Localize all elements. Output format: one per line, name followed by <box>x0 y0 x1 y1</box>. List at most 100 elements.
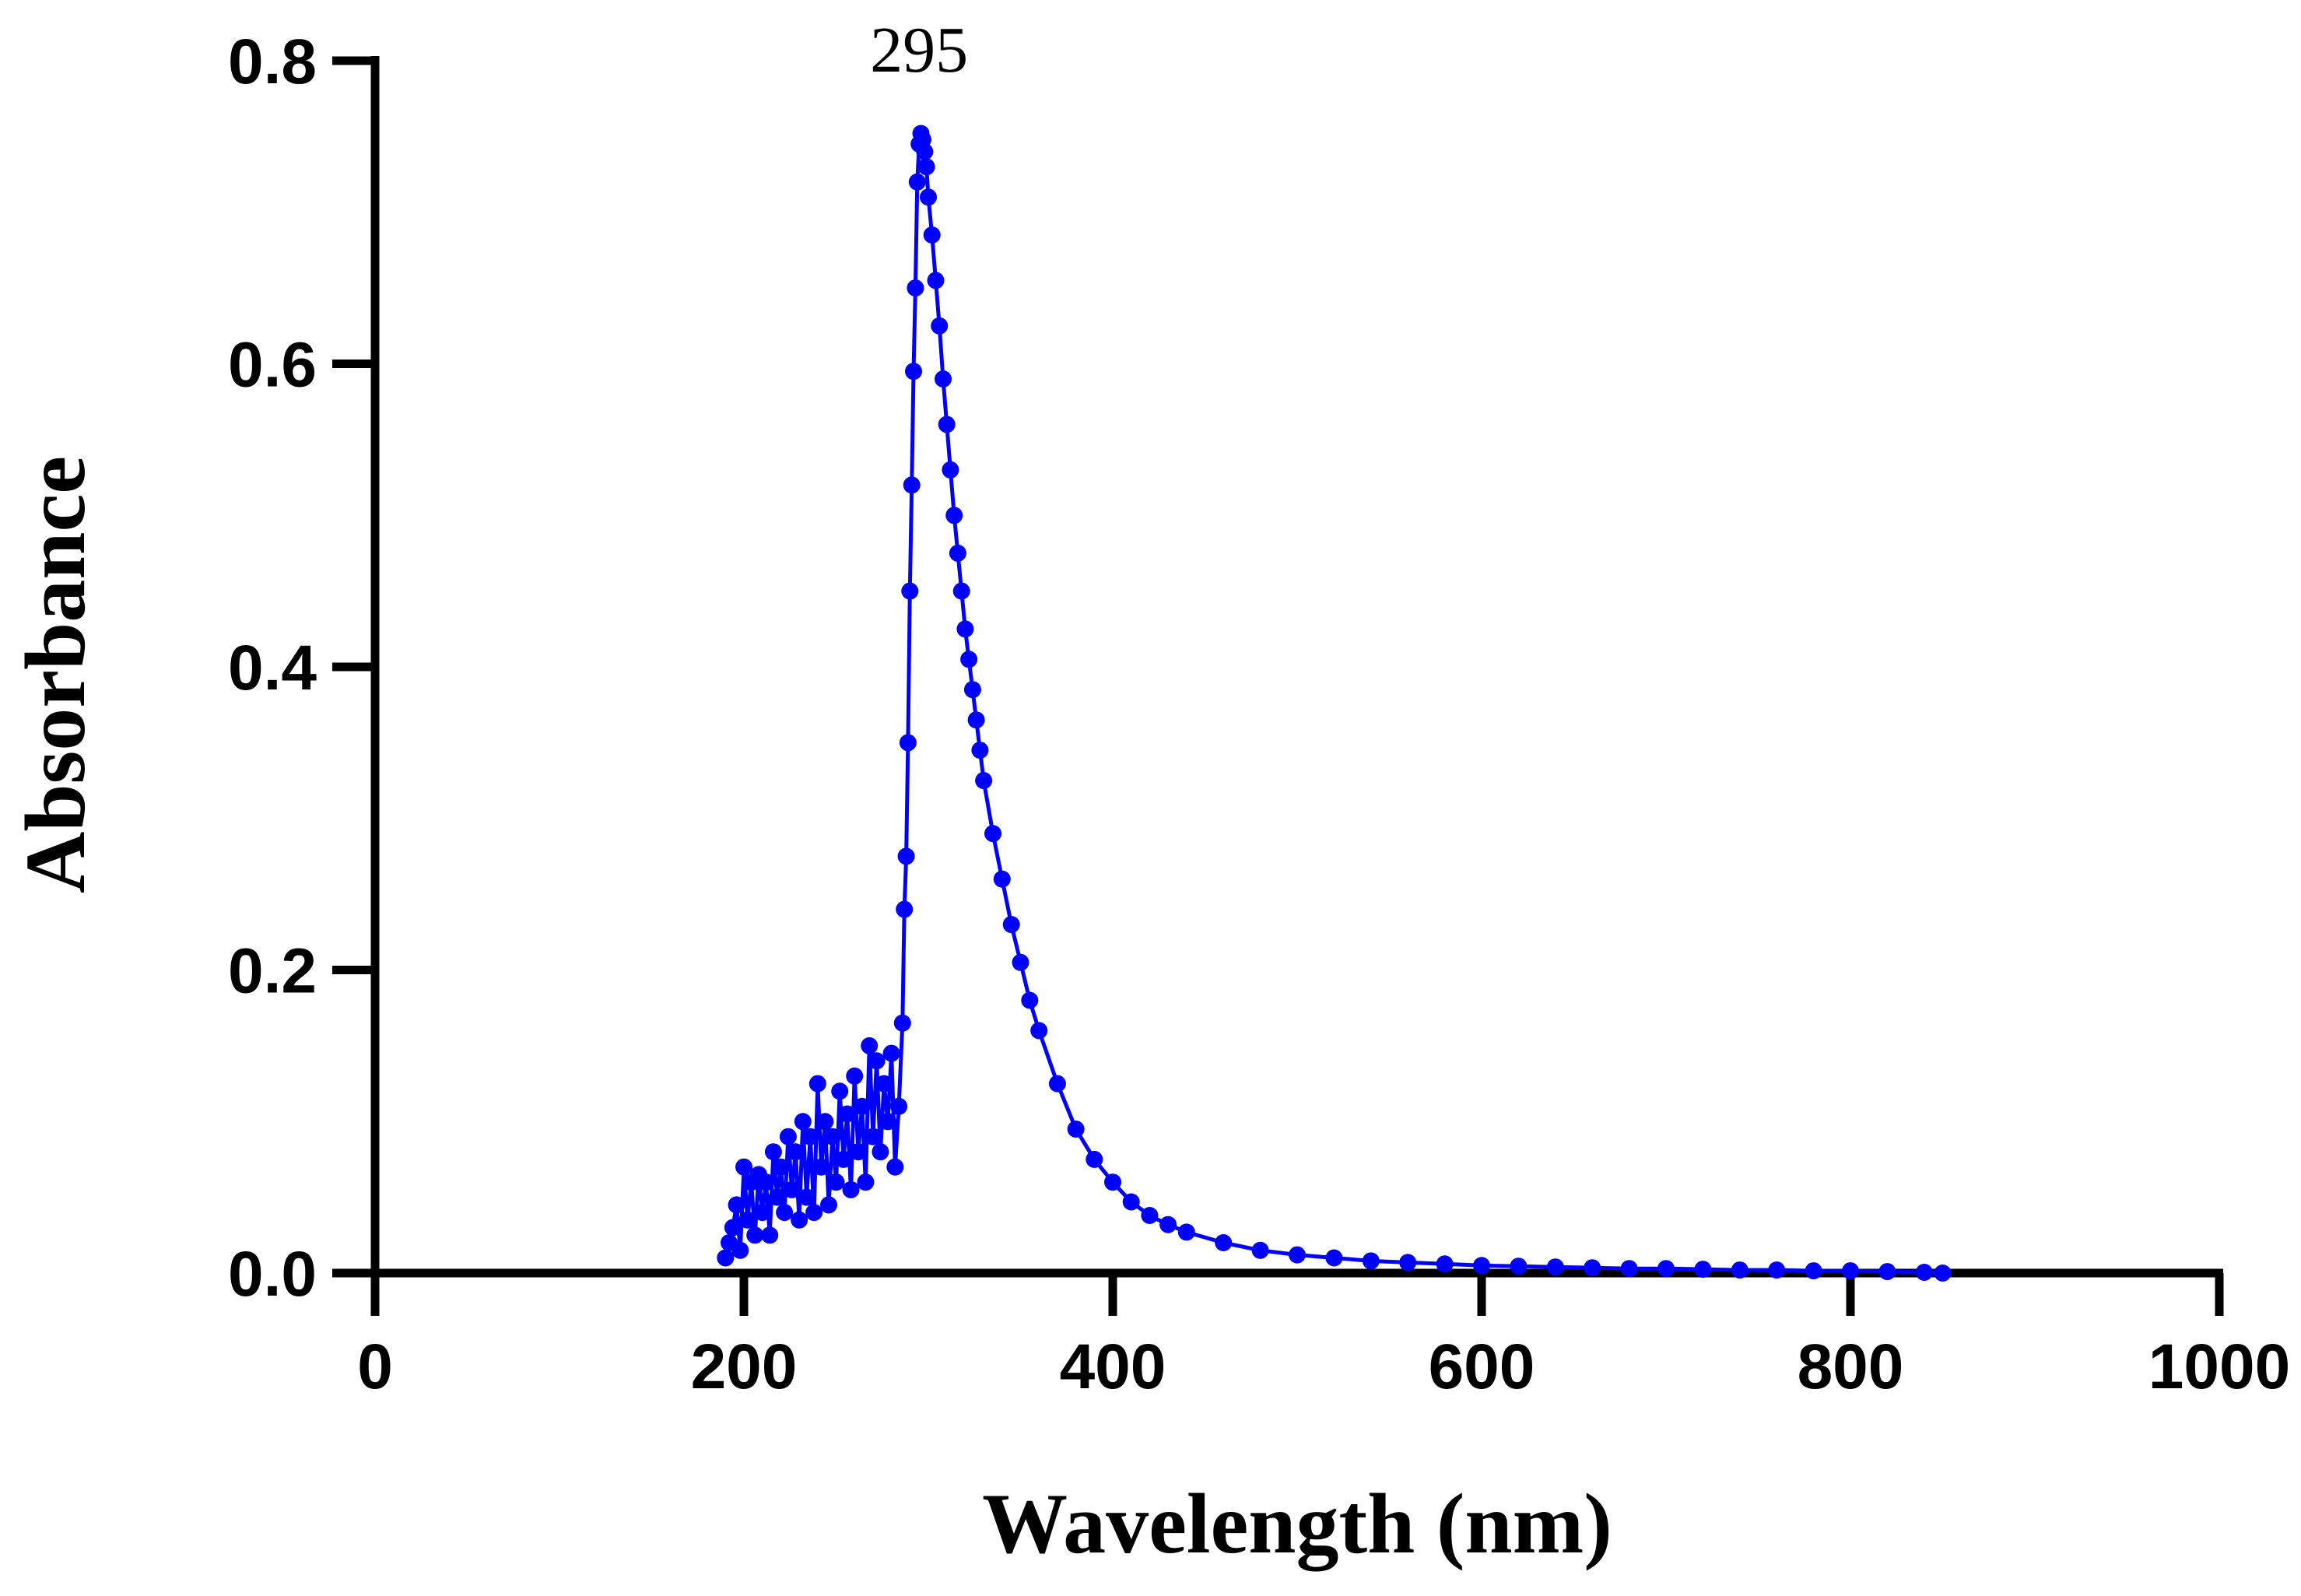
data-point <box>835 1150 852 1168</box>
data-point <box>945 507 963 524</box>
data-point <box>864 1128 882 1145</box>
data-point <box>1694 1261 1712 1279</box>
data-point <box>1657 1260 1675 1278</box>
data-point <box>1620 1260 1638 1278</box>
data-point <box>857 1173 875 1191</box>
data-point <box>1915 1264 1933 1281</box>
data-point <box>776 1204 794 1222</box>
data-point <box>984 825 1001 843</box>
x-tick-label: 800 <box>1798 1331 1904 1402</box>
data-point <box>1215 1234 1233 1251</box>
data-point <box>917 158 935 176</box>
x-tick-label: 200 <box>691 1331 798 1402</box>
data-point <box>975 772 993 790</box>
data-point <box>1842 1262 1859 1280</box>
data-point <box>1048 1075 1066 1093</box>
data-point <box>1362 1252 1380 1270</box>
y-tick-label: 0.0 <box>228 1239 317 1310</box>
data-point <box>1546 1258 1564 1276</box>
data-point <box>746 1226 764 1244</box>
data-point <box>1159 1215 1177 1233</box>
data-point <box>927 272 945 289</box>
data-point <box>1399 1254 1417 1272</box>
data-point <box>907 279 924 297</box>
data-point <box>735 1158 752 1176</box>
tick-marks <box>332 56 2224 1316</box>
data-point <box>879 1113 896 1131</box>
data-point <box>1768 1261 1786 1279</box>
data-point <box>1021 991 1039 1009</box>
data-point <box>761 1226 779 1244</box>
axes <box>370 56 2223 1278</box>
tick-labels: 0 200 400 600 800 1000 0.0 0.2 0.4 0.6 0.8 <box>228 26 2290 1402</box>
data-point <box>753 1204 771 1222</box>
data-point <box>949 544 966 562</box>
data-point <box>923 226 941 244</box>
data-point <box>798 1188 816 1206</box>
data-point <box>1878 1263 1896 1281</box>
data-point <box>938 416 956 433</box>
data-point <box>791 1211 809 1229</box>
data-point <box>1002 916 1020 934</box>
data-point <box>942 461 959 479</box>
data-point <box>1251 1241 1269 1259</box>
data-point <box>963 681 981 699</box>
x-axis-title: Wavelength (nm) <box>982 1476 1612 1571</box>
data-point <box>768 1188 786 1206</box>
data-point <box>993 870 1011 888</box>
data-point <box>842 1180 860 1198</box>
data-point <box>772 1158 790 1176</box>
data-point <box>872 1143 889 1161</box>
data-point <box>916 142 934 160</box>
y-axis-title: Absorbance <box>8 456 103 893</box>
data-point <box>794 1113 812 1131</box>
data-point <box>1934 1265 1952 1282</box>
data-point <box>801 1128 819 1145</box>
data-point <box>809 1075 826 1093</box>
data-point <box>901 582 919 600</box>
data-point <box>1731 1261 1749 1279</box>
data-point <box>868 1052 886 1070</box>
data-point <box>1104 1173 1121 1191</box>
data-point <box>779 1128 797 1145</box>
data-point <box>920 188 937 206</box>
data-point <box>1436 1255 1454 1273</box>
data-point <box>805 1204 823 1222</box>
y-tick-label: 0.2 <box>228 936 317 1007</box>
data-point <box>838 1105 856 1123</box>
data-point <box>1325 1249 1343 1267</box>
data-point <box>890 1097 908 1115</box>
x-tick-label: 0 <box>357 1331 393 1402</box>
data-point <box>882 1044 900 1062</box>
data-point <box>1473 1257 1490 1275</box>
data-point <box>952 582 970 600</box>
data-point <box>724 1219 742 1236</box>
data-point <box>967 711 985 729</box>
data-point <box>1141 1207 1159 1224</box>
data-point <box>731 1241 749 1259</box>
y-tick-label: 0.8 <box>228 26 317 97</box>
data-point <box>1805 1262 1822 1280</box>
data-point <box>827 1173 845 1191</box>
x-tick-label: 1000 <box>2148 1331 2290 1402</box>
x-tick-label: 600 <box>1429 1331 1535 1402</box>
data-point <box>1177 1223 1195 1241</box>
data-point <box>875 1075 893 1093</box>
data-point <box>812 1158 830 1176</box>
data-point <box>783 1180 801 1198</box>
data-point <box>861 1037 879 1054</box>
data-point <box>849 1143 867 1161</box>
y-tick-label: 0.6 <box>228 330 317 401</box>
data-point <box>816 1113 834 1131</box>
data-point <box>971 742 989 759</box>
data-point <box>960 651 978 668</box>
y-tick-label: 0.4 <box>228 633 317 703</box>
data-point <box>846 1067 864 1085</box>
data-point <box>1012 953 1029 971</box>
data-series <box>717 125 1952 1282</box>
data-point <box>820 1196 837 1214</box>
data-point <box>728 1196 745 1214</box>
data-point <box>1067 1121 1085 1138</box>
data-point <box>1584 1259 1601 1277</box>
data-point <box>908 173 926 191</box>
